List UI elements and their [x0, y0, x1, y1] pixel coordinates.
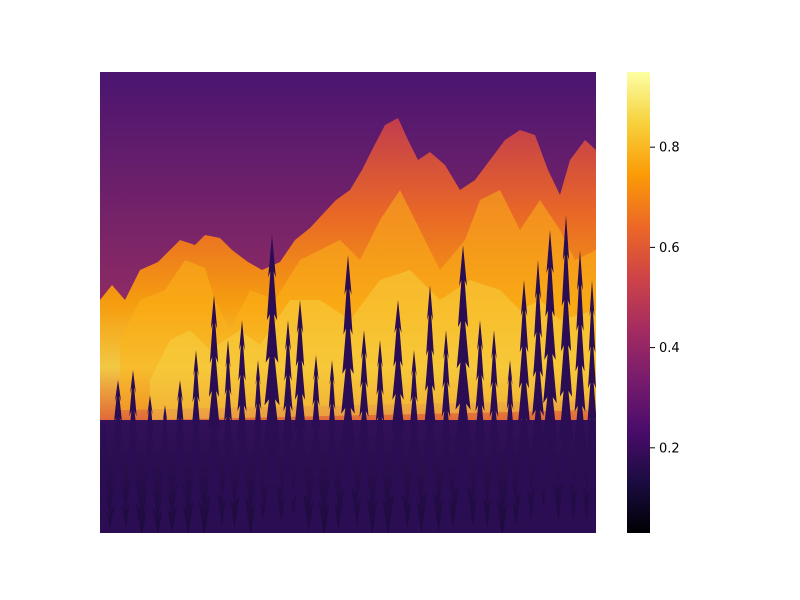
tree-silhouette: [172, 380, 188, 533]
tree-silhouette: [515, 280, 533, 533]
tree-silhouette: [452, 245, 474, 533]
tree-silhouette: [388, 300, 408, 533]
colorbar-tick-label: 0.2: [659, 441, 680, 456]
tree-silhouette: [261, 235, 283, 533]
tree-silhouette: [251, 360, 265, 533]
tree-silhouettes: [100, 215, 596, 533]
tree-silhouette: [234, 320, 250, 533]
tree-silhouette: [372, 340, 388, 533]
tree-silhouette: [158, 405, 172, 533]
tree-silhouette: [125, 370, 141, 533]
tree-silhouette: [205, 295, 223, 533]
tree-silhouette: [142, 395, 158, 533]
heatmap-image: [100, 72, 596, 533]
tree-silhouette: [356, 330, 372, 533]
tree-silhouette: [325, 360, 339, 533]
tree-silhouette: [291, 300, 309, 533]
tree-silhouette: [421, 285, 439, 533]
colorbar-tick-label: 0.4: [659, 341, 680, 356]
tree-silhouette: [486, 330, 502, 533]
tree-silhouette: [308, 355, 324, 533]
colorbar-tick-label: 0.6: [659, 241, 680, 256]
tree-silhouette: [406, 350, 422, 533]
tree-silhouette: [280, 320, 296, 533]
colorbar-tick-label: 0.8: [659, 141, 680, 156]
tree-silhouette: [109, 380, 127, 533]
tree-silhouette: [529, 260, 547, 533]
tree-silhouette: [221, 340, 235, 533]
tree-silhouette: [100, 420, 111, 533]
tree-silhouette: [503, 360, 517, 533]
colorbar-gradient: [627, 72, 650, 533]
tree-silhouette: [438, 330, 454, 533]
tree-silhouette: [572, 250, 588, 533]
tree-silhouette: [472, 320, 488, 533]
colorbar-ticks: 0.2 0.4 0.6 0.8: [650, 141, 680, 456]
tree-silhouette: [557, 215, 575, 533]
tree-silhouette: [338, 255, 358, 533]
tree-silhouette: [540, 230, 560, 533]
tree-silhouette: [188, 350, 204, 533]
tree-silhouette: [585, 280, 596, 533]
colorbar: 0.2 0.4 0.6 0.8: [627, 72, 680, 533]
